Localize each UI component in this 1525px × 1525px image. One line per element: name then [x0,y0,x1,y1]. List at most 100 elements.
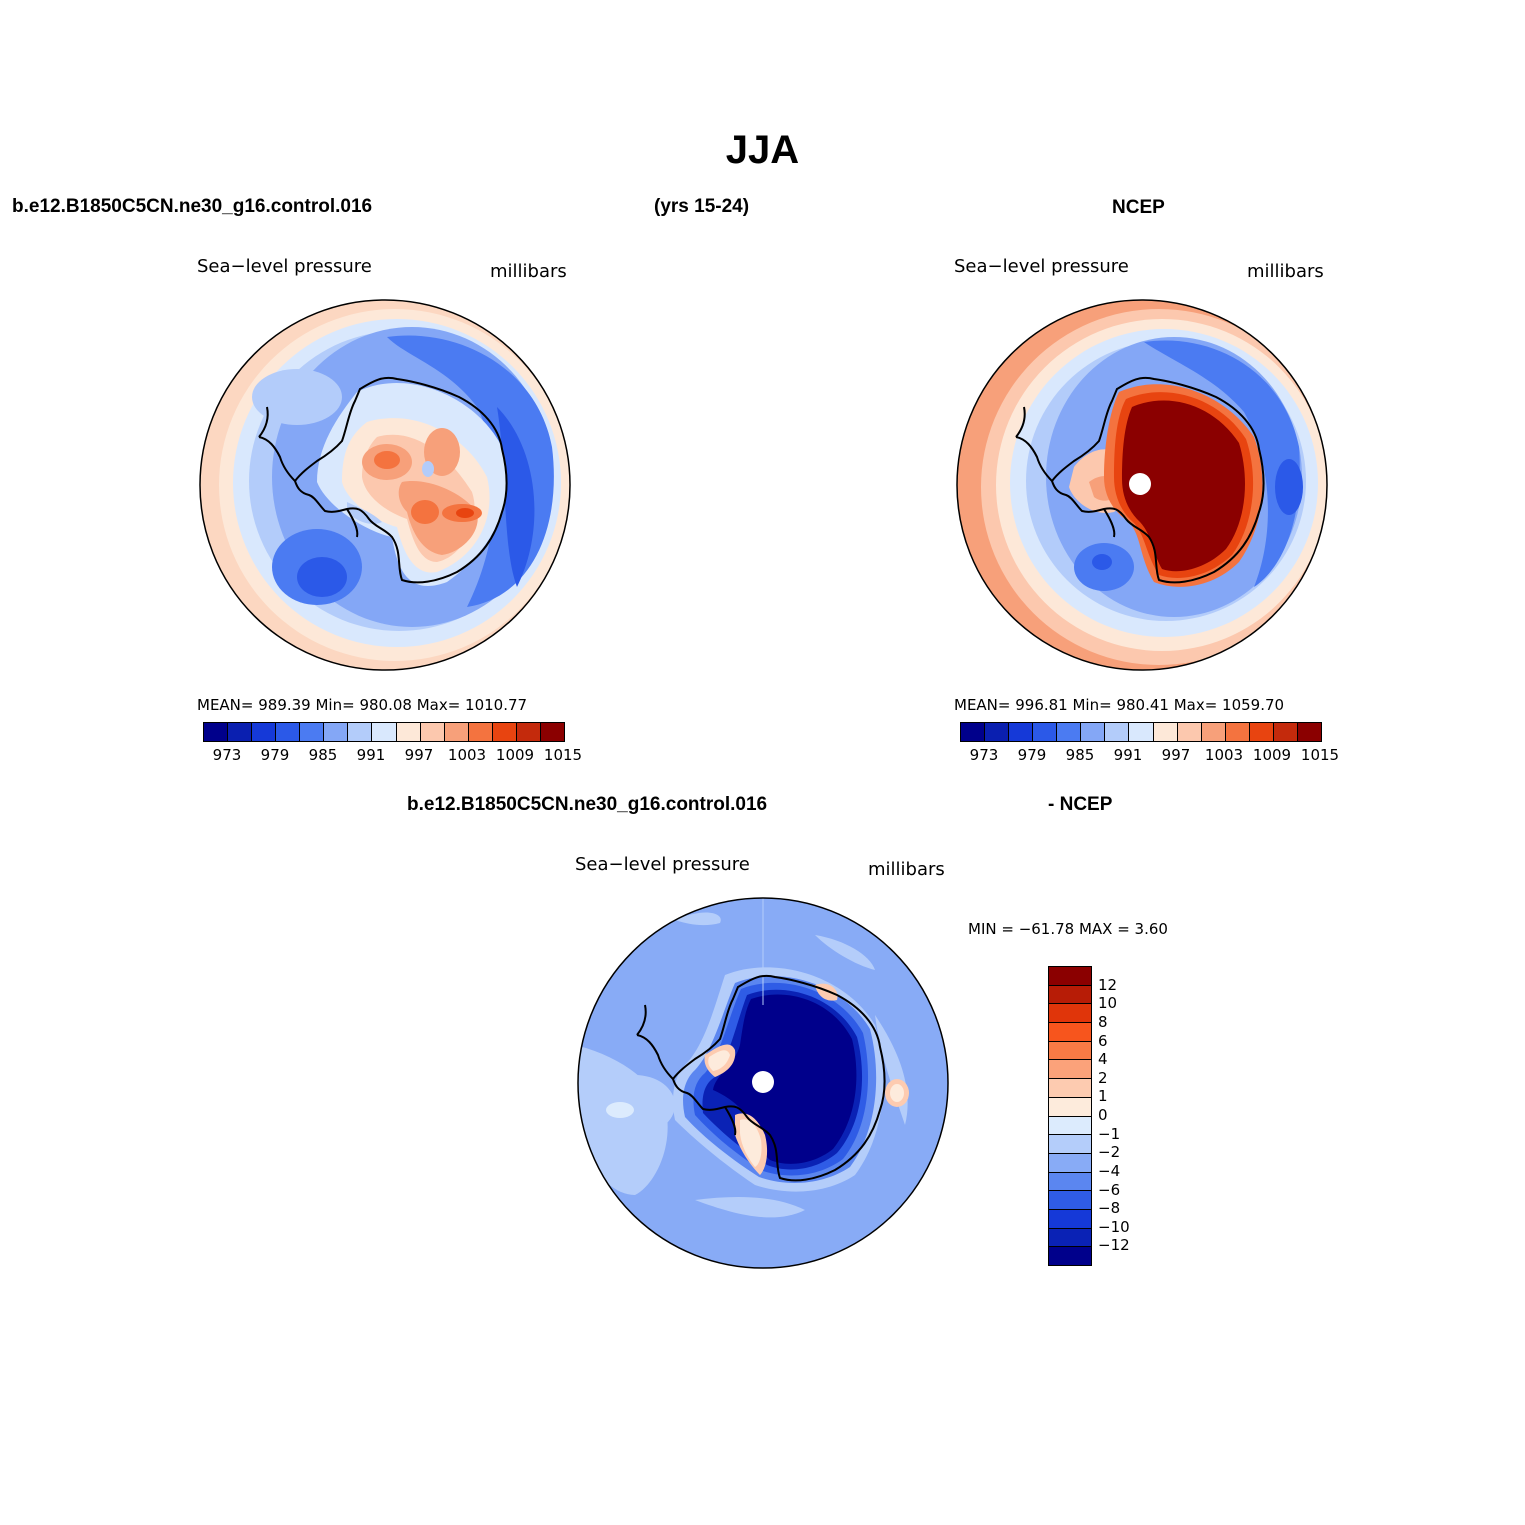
colorbar-swatch [1049,1228,1091,1248]
colorbar-swatch [961,723,986,741]
colorbar-swatch [1049,985,1091,1005]
diff-colorbar-ticks: 12 10 8 6 4 2 1 0 −1 −2 −4 −6 −8 −10 −12 [1098,966,1158,1264]
obs-stats: MEAN= 996.81 Min= 980.41 Max= 1059.70 [954,696,1285,714]
colorbar-tick-label: 1015 [1300,746,1340,764]
colorbar-swatch [372,723,397,741]
diff-variable-label: Sea−level pressure [575,854,750,875]
model-variable-label: Sea−level pressure [197,256,372,277]
colorbar-swatch [1049,1060,1091,1080]
colorbar-tick-label: 1015 [543,746,583,764]
colorbar-tick-label: 997 [404,746,434,764]
diff-units-label: millibars [868,859,945,880]
colorbar-swatch [1105,723,1130,741]
colorbar-swatch [1049,1172,1091,1192]
colorbar-swatch [252,723,277,741]
diff-colorbar [1048,966,1092,1266]
colorbar-swatch [1153,723,1178,741]
diff-stats: MIN = −61.78 MAX = 3.60 [968,920,1168,938]
colorbar-swatch [1225,723,1250,741]
colorbar-swatch [1049,967,1091,986]
colorbar-swatch [300,723,325,741]
obs-slp-map [956,299,1328,671]
colorbar-swatch [985,723,1010,741]
colorbar-tick-label: 10 [1098,994,1118,1013]
diff-obs-name-header: - NCEP [1048,794,1113,815]
model-units-label: millibars [490,261,567,282]
colorbar-swatch [324,723,349,741]
colorbar-swatch [1081,723,1106,741]
page-title: JJA [725,128,800,172]
colorbar-swatch [540,723,564,741]
colorbar-tick-label: −4 [1098,1161,1121,1180]
colorbar-tick-label: 1009 [495,746,535,764]
colorbar-tick-label: −2 [1098,1143,1121,1162]
colorbar-tick-label: 1003 [1204,746,1244,764]
colorbar-tick-label: −6 [1098,1180,1121,1199]
colorbar-tick-label: 8 [1098,1012,1108,1031]
colorbar-swatch [1049,1191,1091,1210]
colorbar-swatch [1049,1116,1091,1136]
colorbar-swatch [396,723,421,741]
colorbar-swatch [1049,1135,1091,1154]
colorbar-swatch [1049,1153,1091,1173]
colorbar-swatch [1009,723,1034,741]
colorbar-swatch [276,723,301,741]
colorbar-swatch [420,723,445,741]
colorbar-tick-label: 979 [1017,746,1047,764]
colorbar-tick-label: 973 [969,746,999,764]
colorbar-tick-label: 2 [1098,1068,1108,1087]
colorbar-swatch [1049,1041,1091,1061]
colorbar-swatch [1297,723,1321,741]
colorbar-tick-label: 979 [260,746,290,764]
colorbar-swatch [1049,1209,1091,1229]
colorbar-tick-label: 0 [1098,1106,1108,1124]
obs-units-label: millibars [1247,261,1324,282]
model-stats: MEAN= 989.39 Min= 980.08 Max= 1010.77 [197,696,528,714]
colorbar-swatch [1049,1004,1091,1024]
colorbar-swatch [1049,1079,1091,1098]
colorbar-tick-label: −10 [1098,1217,1130,1236]
colorbar-tick-label: 991 [356,746,386,764]
colorbar-swatch [1249,723,1274,741]
colorbar-swatch [516,723,541,741]
colorbar-swatch [1201,723,1226,741]
colorbar-tick-label: 4 [1098,1050,1108,1069]
colorbar-tick-label: 1 [1098,1087,1108,1106]
obs-name-header: NCEP [1112,197,1165,218]
model-colorbar-ticks: 973 979 985 991 997 1003 1009 1015 [203,746,582,766]
years-header: (yrs 15-24) [654,196,750,217]
diff-slp-map [577,897,949,1269]
colorbar-swatch [1049,1097,1091,1117]
colorbar-tick-label: 985 [308,746,338,764]
colorbar-tick-label: 997 [1161,746,1191,764]
colorbar-swatch [468,723,493,741]
colorbar-tick-label: 973 [212,746,242,764]
obs-colorbar-ticks: 973 979 985 991 997 1003 1009 1015 [960,746,1339,766]
case-name-header: b.e12.B1850C5CN.ne30_g16.control.016 [12,196,373,217]
obs-variable-label: Sea−level pressure [954,256,1129,277]
colorbar-swatch [1049,1247,1091,1265]
colorbar-swatch [228,723,253,741]
colorbar-tick-label: −12 [1098,1236,1130,1255]
colorbar-swatch [1057,723,1082,741]
colorbar-tick-label: −1 [1098,1124,1121,1143]
colorbar-tick-label: 1003 [447,746,487,764]
model-slp-map [199,299,571,671]
colorbar-swatch [1273,723,1298,741]
colorbar-tick-label: 985 [1065,746,1095,764]
colorbar-swatch [1129,723,1154,741]
colorbar-tick-label: 6 [1098,1031,1108,1050]
colorbar-tick-label: 12 [1098,975,1118,994]
colorbar-swatch [1049,1023,1091,1042]
colorbar-swatch [348,723,373,741]
colorbar-tick-label: 991 [1113,746,1143,764]
colorbar-swatch [444,723,469,741]
diff-case-name-header: b.e12.B1850C5CN.ne30_g16.control.016 [407,794,768,815]
colorbar-swatch [1177,723,1202,741]
model-colorbar [203,722,565,742]
colorbar-tick-label: 1009 [1252,746,1292,764]
colorbar-swatch [492,723,517,741]
colorbar-swatch [204,723,229,741]
colorbar-swatch [1033,723,1058,741]
obs-colorbar [960,722,1322,742]
